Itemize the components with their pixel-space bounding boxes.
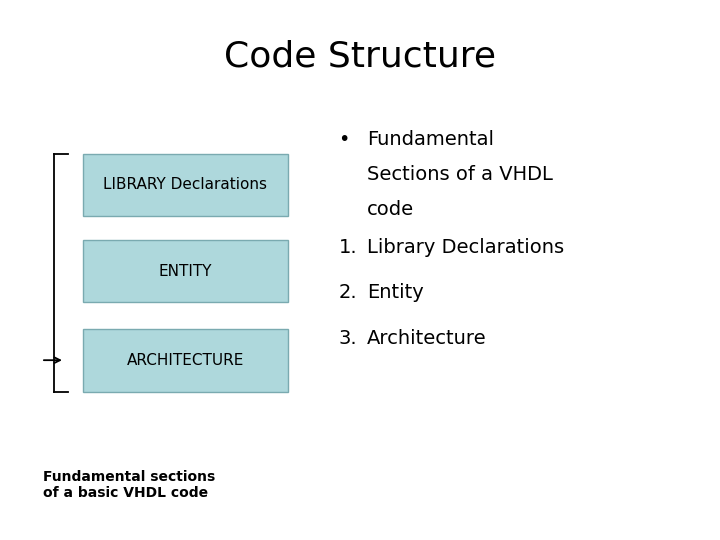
FancyBboxPatch shape [83,329,288,392]
Text: Fundamental sections
of a basic VHDL code: Fundamental sections of a basic VHDL cod… [43,470,215,500]
Text: Fundamental: Fundamental [367,130,494,148]
Text: code: code [367,200,414,219]
Text: Entity: Entity [367,284,424,302]
Text: 1.: 1. [338,238,357,256]
Text: Code Structure: Code Structure [224,40,496,73]
Text: ENTITY: ENTITY [158,264,212,279]
FancyBboxPatch shape [83,154,288,216]
Text: Sections of a VHDL: Sections of a VHDL [367,165,553,184]
FancyBboxPatch shape [83,240,288,302]
Text: •: • [338,130,350,148]
Text: ARCHITECTURE: ARCHITECTURE [127,353,244,368]
Text: 2.: 2. [338,284,357,302]
Text: LIBRARY Declarations: LIBRARY Declarations [104,178,267,192]
Text: Library Declarations: Library Declarations [367,238,564,256]
Text: 3.: 3. [338,329,357,348]
Text: Architecture: Architecture [367,329,487,348]
